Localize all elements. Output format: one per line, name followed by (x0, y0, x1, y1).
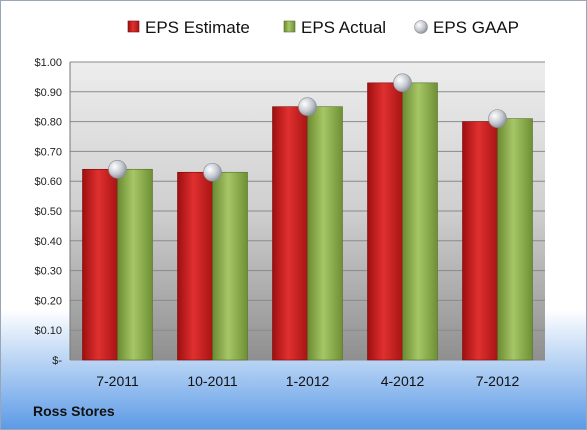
y-tick-label: $1.00 (34, 57, 62, 69)
y-tick-label: $0.80 (34, 117, 62, 129)
legend-item: EPS Estimate (127, 18, 250, 37)
legend-label: EPS Estimate (145, 18, 250, 37)
x-tick-label: 7-2011 (96, 373, 139, 389)
legend-swatch (414, 20, 428, 34)
legend-item: EPS GAAP (414, 18, 519, 37)
legend-swatch (283, 20, 296, 33)
bar-eps-estimate (367, 82, 403, 361)
y-tick-label: $- (52, 355, 62, 367)
y-tick-label: $0.10 (34, 325, 62, 337)
x-tick-label: 4-2012 (381, 373, 425, 389)
legend: EPS Estimate EPS Actual EPS GAAP (127, 18, 519, 37)
legend-label: EPS Actual (301, 18, 386, 37)
bar-eps-estimate (177, 171, 213, 361)
y-tick-label: $0.60 (34, 176, 62, 188)
y-axis-labels: $- $0.10 $0.20 $0.30 $0.40 $0.50 $0.60 $0.70 $0.… (34, 57, 62, 367)
y-tick-label: $0.90 (34, 87, 62, 99)
marker-eps-gaap (393, 73, 412, 93)
x-tick-label: 7-2012 (476, 373, 520, 389)
company-label: Ross Stores (33, 403, 115, 419)
legend-swatch (127, 20, 140, 33)
x-tick-label: 1-2012 (286, 373, 330, 389)
legend-label: EPS GAAP (433, 18, 519, 37)
marker-eps-gaap (488, 109, 507, 128)
bar-eps-estimate (462, 121, 498, 361)
y-tick-label: $0.20 (34, 295, 62, 307)
x-axis-labels: 7-2011 10-2011 1-2012 4-2012 7-2012 (96, 373, 519, 389)
bar-eps-actual (307, 106, 343, 361)
bar-eps-actual (212, 171, 248, 361)
y-tick-label: $0.70 (34, 146, 62, 158)
x-tick-label: 10-2011 (187, 373, 238, 389)
bar-eps-actual (497, 118, 533, 361)
bar-eps-estimate (272, 106, 308, 361)
marker-eps-gaap (298, 97, 317, 116)
marker-layer (108, 73, 507, 182)
marker-eps-gaap (203, 162, 222, 182)
bar-layer (82, 82, 533, 361)
y-tick-label: $0.30 (34, 266, 62, 278)
bar-eps-actual (117, 168, 153, 361)
legend-item: EPS Actual (283, 18, 386, 37)
bar-eps-actual (402, 82, 438, 361)
marker-eps-gaap (108, 159, 127, 179)
y-tick-label: $0.50 (34, 206, 62, 218)
bar-eps-estimate (82, 168, 118, 361)
y-tick-label: $0.40 (34, 236, 62, 248)
